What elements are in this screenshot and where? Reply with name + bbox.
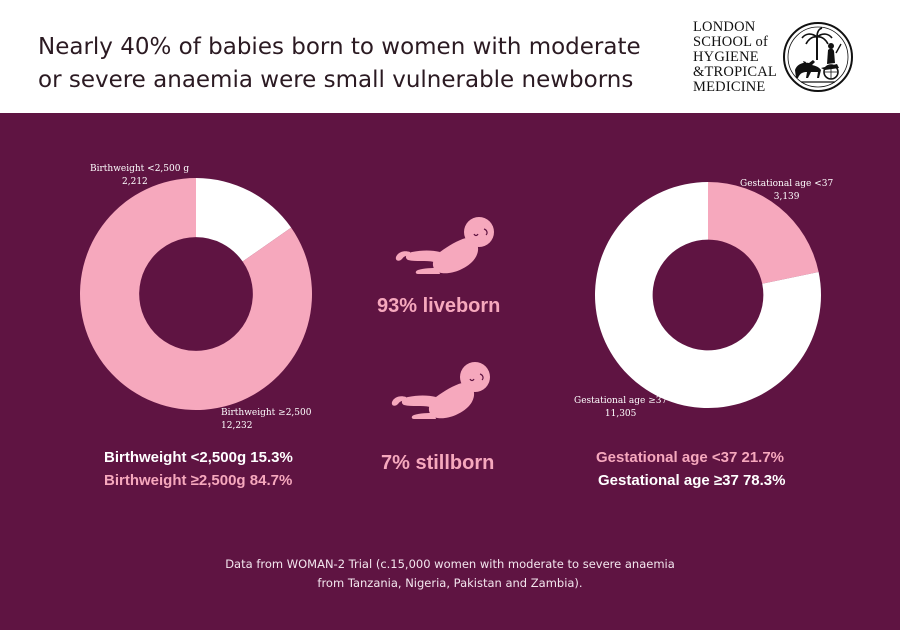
data-label-name: Gestational age ≥37: [574, 396, 668, 406]
data-label-name: Birthweight ≥2,500: [221, 408, 312, 418]
legend-gestational-low: Gestational age <37 21.7%: [596, 449, 785, 466]
gestational-age-donut-chart: [595, 182, 821, 408]
logo-line: LONDON: [693, 19, 756, 35]
liveborn-stat: 93% liveborn: [377, 295, 501, 317]
lshtm-logo: LONDON SCHOOL of HYGIENE &TROPICAL MEDIC…: [693, 20, 863, 98]
birthweight-donut-chart: [80, 178, 312, 410]
gestational-age-slice-1: [595, 182, 821, 408]
logo-wordmark: LONDON SCHOOL of HYGIENE &TROPICAL MEDIC…: [693, 20, 781, 95]
birthweight-slice-1: [80, 178, 312, 410]
data-label-value: 12,232: [221, 421, 253, 431]
header: Nearly 40% of babies born to women with …: [0, 0, 900, 113]
footnote-line: from Tanzania, Nigeria, Pakistan and Zam…: [317, 576, 583, 590]
data-label-birthweight-high: Birthweight ≥2,500 12,232: [221, 407, 311, 433]
gestational-age-slice-0: [708, 182, 819, 284]
stillborn-stat: 7% stillborn: [381, 452, 495, 474]
logo-line: &TROPICAL: [693, 64, 777, 80]
page-title: Nearly 40% of babies born to women with …: [38, 34, 641, 93]
data-label-value: 3,139: [773, 192, 800, 202]
legend-gestational-high: Gestational age ≥37 78.3%: [598, 472, 786, 489]
seal-icon: [783, 22, 853, 92]
legend-birthweight-low: Birthweight <2,500g 15.3%: [104, 449, 293, 466]
baby-icon: [391, 362, 490, 419]
data-label-value: 2,212: [122, 177, 148, 187]
data-label-value: 11,305: [604, 409, 637, 419]
source-footnote: Data from WOMAN-2 Trial (c.15,000 women …: [200, 555, 700, 593]
logo-line: HYGIENE: [693, 49, 759, 65]
data-label-birthweight-low: Birthweight <2,500 g 2,212: [90, 163, 189, 189]
logo-line: SCHOOL of: [693, 34, 768, 50]
data-label-gestational-low: Gestational age <37 3,139: [740, 178, 833, 204]
data-label-name: Gestational age <37: [740, 179, 834, 189]
data-label-name: Birthweight <2,500 g: [90, 164, 190, 174]
legend-birthweight-high: Birthweight ≥2,500g 84.7%: [104, 472, 293, 489]
footnote-line: Data from WOMAN-2 Trial (c.15,000 women …: [225, 557, 675, 571]
data-label-gestational-high: Gestational age ≥37 11,305: [574, 395, 667, 421]
baby-icon: [395, 217, 494, 274]
birthweight-slice-0: [196, 178, 292, 262]
logo-line: MEDICINE: [693, 79, 766, 95]
